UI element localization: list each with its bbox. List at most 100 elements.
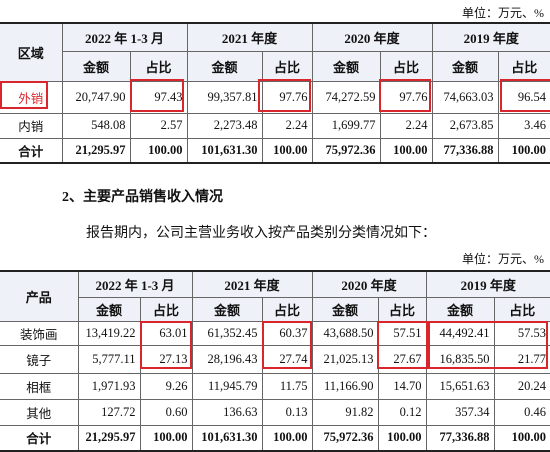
- table-cell: 74,272.59: [311, 80, 381, 114]
- header-cell: 金额: [78, 296, 141, 322]
- highlight-box: [500, 79, 550, 112]
- table-cell: 镜子: [0, 344, 79, 374]
- header-cell: 金额: [431, 50, 499, 82]
- table-cell: 5,777.11: [77, 344, 141, 374]
- table-row: 其他 127.72 0.60 136.63 0.13 91.82 0.12 357.34 0.4…: [0, 398, 550, 426]
- table-row: 相框 1,971.93 9.26 11,945.79 11.75 11,166.90 14.…: [0, 372, 550, 400]
- table-cell: 357.34: [425, 398, 495, 426]
- table-cell: 100.00: [497, 137, 550, 164]
- header-row: 区域 2022 年 1-3 月 2021 年度 2020 年度 2019 年度: [0, 22, 550, 82]
- table-cell: 3.46: [497, 112, 550, 139]
- table-cell: 100.00: [379, 137, 433, 164]
- table-cell: 20.24: [493, 372, 550, 400]
- table-cell: 内销: [0, 112, 63, 139]
- highlight-box: [428, 321, 548, 369]
- table-cell: 2.24: [261, 112, 313, 139]
- highlight-box: [379, 79, 431, 112]
- highlight-box: [130, 79, 184, 112]
- table-cell: 136.63: [191, 398, 263, 426]
- table-cell: 75,972.36: [311, 424, 379, 452]
- table-cell: 91.82: [311, 398, 379, 426]
- highlight-box: [377, 321, 428, 369]
- table-cell: 21,025.13: [311, 344, 379, 374]
- intro-text: 报告期内，公司主营业务收入按产品类别分类情况如下：: [86, 226, 436, 241]
- table-cell: 装饰画: [0, 320, 79, 346]
- header-cell: 占比: [261, 296, 313, 322]
- table-cell: 77,336.88: [431, 137, 499, 164]
- table-cell: 0.13: [261, 398, 313, 426]
- table-cell: 28,196.43: [191, 344, 263, 374]
- header-cell: 2022 年 1-3 月: [77, 270, 193, 298]
- header-row: 金额 占比 金额 占比 金额 占比 金额 占比: [0, 296, 550, 322]
- table: 产品 2022 年 1-3 月 2021 年度 2020 年度 2019 年度 金额 占比金…: [0, 270, 550, 452]
- header-cell: 金额: [186, 50, 263, 82]
- header-cell: 产品: [0, 270, 79, 322]
- table-cell: 20,747.90: [61, 80, 131, 114]
- header-cell: 金额: [62, 50, 131, 82]
- header-row: 产品 2022 年 1-3 月 2021 年度 2020 年度 2019 年度: [0, 270, 550, 322]
- table-cell: 21,295.97: [77, 424, 141, 452]
- table-cell: 100.00: [377, 424, 427, 452]
- table-cell: 合计: [0, 424, 79, 452]
- table-cell: 548.08: [61, 112, 131, 139]
- table-cell: 0.46: [493, 398, 550, 426]
- header-cell: 2019 年度: [425, 270, 550, 298]
- header-cell: 区域: [0, 22, 63, 82]
- header-cell: 占比: [377, 296, 427, 322]
- table-cell: 100.00: [493, 424, 550, 452]
- table-cell: 2.24: [379, 112, 433, 139]
- highlight-box: [258, 79, 311, 112]
- table-cell: 其他: [0, 398, 79, 426]
- table-cell: 相框: [0, 372, 79, 400]
- table-cell: 11.75: [261, 372, 313, 400]
- table-cell: 100.00: [261, 137, 313, 164]
- table-row: 内销 548.08 2.57 2,273.48 2.24 1,699.77 2.24 2,67…: [0, 112, 550, 139]
- header-cell: 金额: [311, 50, 381, 82]
- table-cell: 21,295.97: [61, 137, 131, 164]
- table-cell: 0.60: [139, 398, 193, 426]
- highlight-box: [140, 321, 192, 369]
- table-cell: 1,699.77: [311, 112, 381, 139]
- table-cell: 101,631.30: [186, 137, 263, 164]
- table-cell: 127.72: [77, 398, 141, 426]
- header-cell: 金额: [311, 296, 379, 322]
- unit-label: 单位：万元、%: [462, 252, 544, 266]
- table-cell: 43,688.50: [311, 320, 379, 346]
- header-cell: 2022 年 1-3 月: [61, 22, 188, 52]
- table-cell: 99,357.81: [186, 80, 263, 114]
- table-cell: 74,663.03: [431, 80, 499, 114]
- header-cell: 2021 年度: [186, 22, 313, 52]
- header-cell: 2020 年度: [311, 270, 427, 298]
- header-cell: 金额: [425, 296, 495, 322]
- unit-label: 单位：万元、%: [462, 6, 544, 20]
- header-cell: 2019 年度: [431, 22, 550, 52]
- table-cell: 61,352.45: [191, 320, 263, 346]
- table-cell: 2,673.85: [431, 112, 499, 139]
- table-cell: 14.70: [377, 372, 427, 400]
- header-cell: 占比: [497, 50, 550, 82]
- table-row: 合计 21,295.97 100.00 101,631.30 100.00 75,972.…: [0, 424, 550, 452]
- header-cell: 2020 年度: [311, 22, 433, 52]
- table-cell: 57.53: [493, 320, 550, 346]
- highlight-box: [0, 81, 48, 109]
- header-cell: 占比: [261, 50, 313, 82]
- header-cell: 占比: [129, 50, 188, 82]
- table-cell: 100.00: [261, 424, 313, 452]
- highlight-box: [262, 321, 312, 369]
- table-cell: 1,971.93: [77, 372, 141, 400]
- header-row: 金额 占比 金额 占比 金额 占比 金额 占比: [0, 50, 550, 82]
- table-cell: 75,972.36: [311, 137, 381, 164]
- table-row: 合计 21,295.97 100.00 101,631.30 100.00 75,972.…: [0, 137, 550, 164]
- table-cell: 2,273.48: [186, 112, 263, 139]
- table-cell: 11,945.79: [191, 372, 263, 400]
- table-cell: 11,166.90: [311, 372, 379, 400]
- table-cell: 0.12: [377, 398, 427, 426]
- table-cell: 15,651.63: [425, 372, 495, 400]
- table-cell: 合计: [0, 137, 63, 164]
- header-cell: 占比: [493, 296, 550, 322]
- table-cell: 100.00: [129, 137, 188, 164]
- table-cell: 100.00: [139, 424, 193, 452]
- header-cell: 金额: [191, 296, 263, 322]
- table-cell: 101,631.30: [191, 424, 263, 452]
